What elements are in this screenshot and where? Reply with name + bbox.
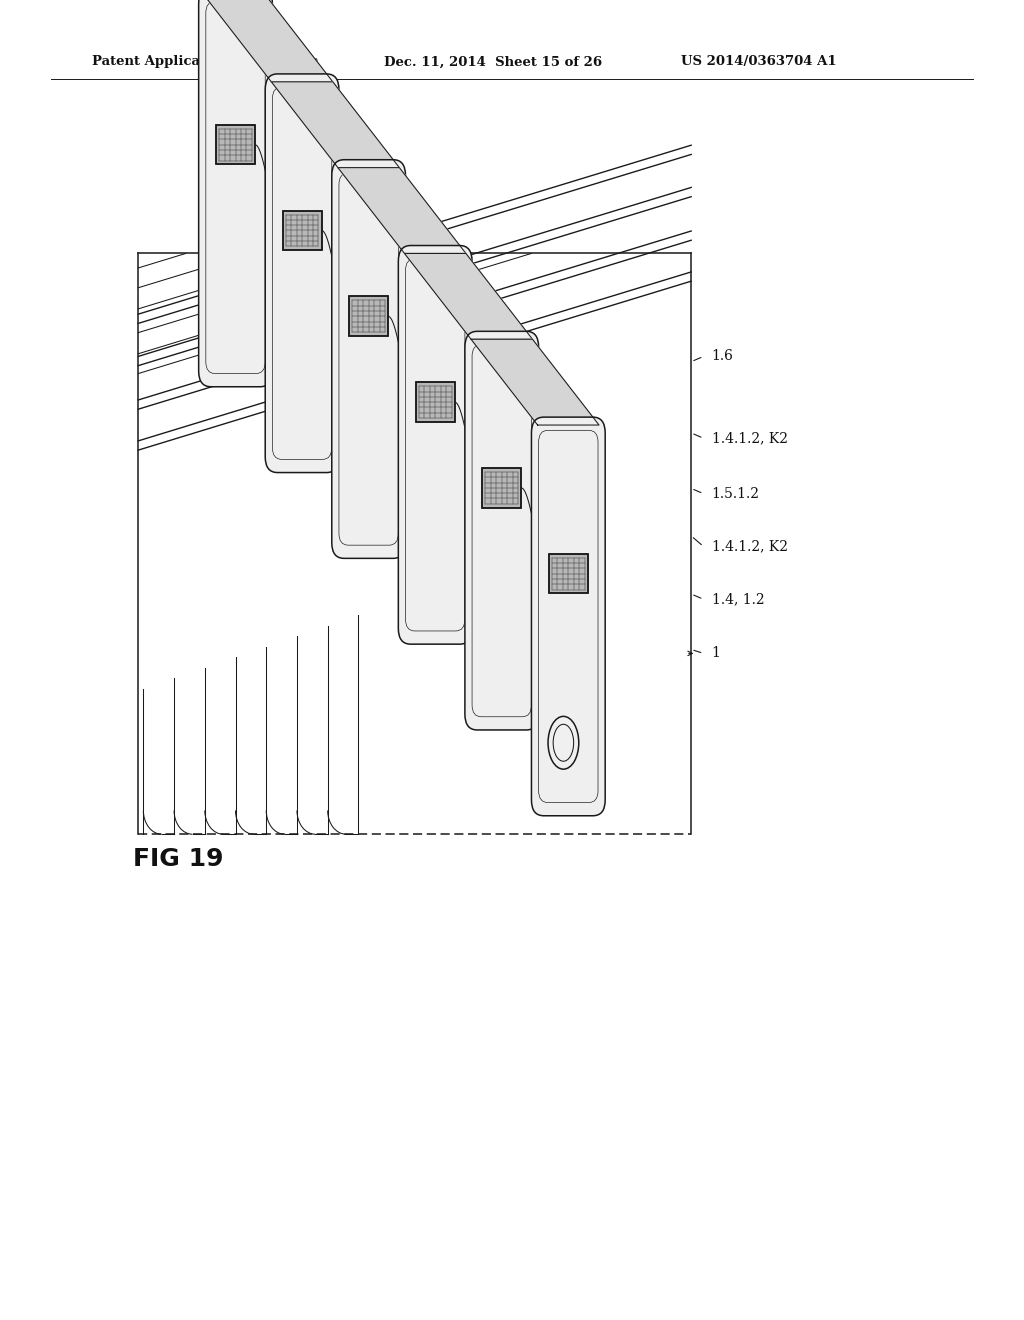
Text: 1: 1	[712, 647, 721, 660]
Bar	[549, 554, 588, 594]
Text: 1.6: 1.6	[712, 350, 733, 363]
Bar	[283, 211, 322, 251]
Text: 1.5.1.2: 1.5.1.2	[712, 487, 760, 500]
Bar	[549, 554, 588, 594]
Text: Dec. 11, 2014  Sheet 15 of 26: Dec. 11, 2014 Sheet 15 of 26	[384, 55, 602, 69]
Ellipse shape	[548, 717, 579, 770]
Text: Patent Application Publication: Patent Application Publication	[92, 55, 318, 69]
Polygon shape	[471, 339, 599, 425]
FancyBboxPatch shape	[332, 160, 406, 558]
Bar	[416, 383, 455, 422]
Text: 1.4.1.2, K2: 1.4.1.2, K2	[712, 432, 787, 445]
Polygon shape	[205, 0, 333, 82]
Bar	[482, 469, 521, 508]
Bar	[349, 297, 388, 337]
Bar	[216, 125, 255, 165]
Bar	[416, 383, 455, 422]
Text: FIG 19: FIG 19	[133, 847, 223, 871]
Text: US 2014/0363704 A1: US 2014/0363704 A1	[681, 55, 837, 69]
Polygon shape	[338, 168, 466, 253]
Bar	[482, 469, 521, 508]
Bar	[283, 211, 322, 251]
FancyBboxPatch shape	[531, 417, 605, 816]
FancyBboxPatch shape	[199, 0, 272, 387]
Text: 1.4, 1.2: 1.4, 1.2	[712, 593, 764, 606]
Polygon shape	[404, 253, 532, 339]
FancyBboxPatch shape	[265, 74, 339, 473]
Text: 2: 2	[241, 205, 254, 223]
Polygon shape	[271, 82, 399, 168]
Bar	[216, 125, 255, 165]
Bar	[349, 297, 388, 337]
Text: 1.4.1.2, K2: 1.4.1.2, K2	[712, 540, 787, 553]
FancyBboxPatch shape	[398, 246, 472, 644]
FancyBboxPatch shape	[465, 331, 539, 730]
